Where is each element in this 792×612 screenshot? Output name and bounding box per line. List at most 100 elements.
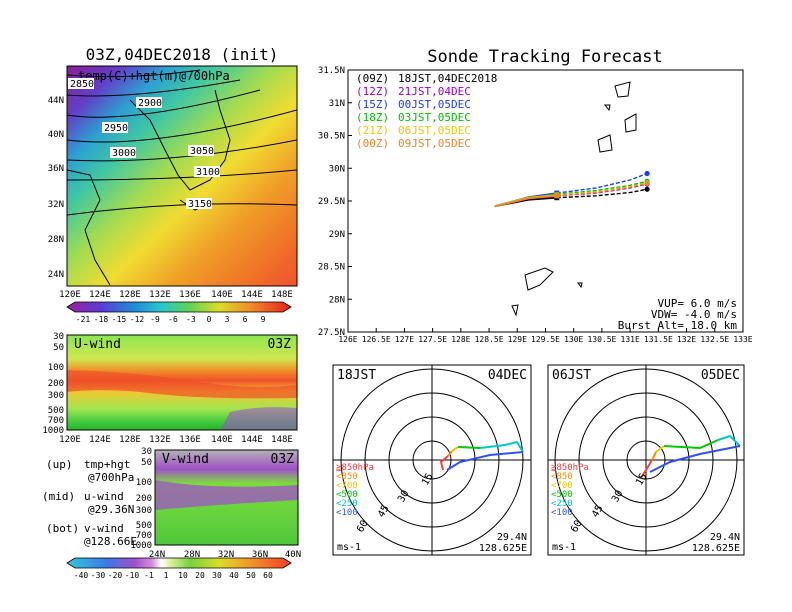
svg-text:50: 50 xyxy=(246,571,256,580)
svg-text:<500: <500 xyxy=(551,490,573,500)
svg-text:≧850hPa: ≧850hPa xyxy=(336,463,374,473)
launch-label: (00Z) xyxy=(356,137,389,150)
track-line-dashed xyxy=(556,172,648,194)
svg-text:30: 30 xyxy=(212,571,222,580)
launch-time: 21JST,04DEC xyxy=(398,85,471,98)
svg-text:100: 100 xyxy=(48,363,64,373)
svg-text:-20: -20 xyxy=(108,571,123,580)
x-tick-label: 128E xyxy=(451,335,470,344)
launch-time: 18JST,04DEC2018 xyxy=(398,72,497,85)
svg-text:140E: 140E xyxy=(211,435,233,445)
launch-time: 06JST,05DEC xyxy=(398,124,471,137)
launch-label: (18Z) xyxy=(356,111,389,124)
svg-text:<500: <500 xyxy=(336,490,358,500)
x-tick-label: 130.5E xyxy=(587,335,616,344)
landing-marker xyxy=(644,180,650,186)
x-tick-label: 129.5E xyxy=(531,335,560,344)
svg-text:30: 30 xyxy=(610,489,626,505)
map-title: 03Z,04DEC2018 (init) xyxy=(86,45,279,64)
svg-text:-3: -3 xyxy=(186,315,196,324)
contour-line xyxy=(67,79,241,97)
temp-colorbar: -21 -18 -15 -12 -9 -6 -3 0 3 6 9 xyxy=(66,301,292,324)
contour-line xyxy=(67,89,261,118)
uwind-title: U-wind xyxy=(74,337,121,352)
svg-text:36N: 36N xyxy=(48,164,64,174)
x-tick-label: 127.5E xyxy=(418,335,447,344)
svg-text:50: 50 xyxy=(53,343,64,353)
svg-text:24N: 24N xyxy=(48,270,64,280)
contour-labels: 2850 2900 2950 3000 3050 3100 3150 xyxy=(68,78,220,210)
svg-text:-12: -12 xyxy=(130,315,145,324)
contour-label: 2900 xyxy=(138,98,162,109)
contour-label: 3000 xyxy=(112,148,136,159)
landing-marker xyxy=(644,186,650,192)
svg-text:VDW= -4.0 m/s: VDW= -4.0 m/s xyxy=(651,308,737,321)
svg-text:1: 1 xyxy=(164,571,169,580)
track-xticks: 126E 126.5E 127E 127.5E 128E 128.5E 129E 129.5E… xyxy=(338,328,753,344)
vwind-panel: V-wind 03Z 30 50 100 200 300 500 700 100… xyxy=(130,447,301,560)
svg-text:140E: 140E xyxy=(211,290,233,300)
svg-text:40N: 40N xyxy=(48,130,64,140)
hodo-lat: 29.4N xyxy=(497,532,527,543)
svg-text:3: 3 xyxy=(225,315,230,324)
x-tick-label: 131E xyxy=(621,335,640,344)
temperature-map xyxy=(67,66,297,286)
svg-text:<700: <700 xyxy=(336,481,358,491)
hodo-lon: 128.625E xyxy=(692,543,740,554)
hodograph-trace xyxy=(640,434,741,479)
svg-text:50: 50 xyxy=(141,458,152,468)
svg-text:100: 100 xyxy=(136,478,152,488)
y-tick-label: 30.5N xyxy=(318,132,345,142)
launch-time: 03JST,05DEC xyxy=(398,111,471,124)
svg-text:<250: <250 xyxy=(336,499,358,509)
svg-text:-30: -30 xyxy=(91,571,106,580)
tracking-legend: (09Z) 18JST,04DEC2018 (12Z) 21JST,04DEC … xyxy=(356,72,497,150)
svg-text:60: 60 xyxy=(355,519,371,535)
svg-text:28N: 28N xyxy=(184,550,200,560)
svg-text:60: 60 xyxy=(263,571,273,580)
svg-text:1000: 1000 xyxy=(130,541,152,551)
vwind-title: V-wind xyxy=(162,452,209,467)
svg-text:500: 500 xyxy=(136,521,152,531)
svg-text:u-wind: u-wind xyxy=(84,490,124,503)
wind-colorbar: -40 -30 -20 -10 -1 1 10 20 30 40 50 60 xyxy=(66,557,292,580)
svg-text:300: 300 xyxy=(48,391,64,401)
svg-text:(bot): (bot) xyxy=(46,522,79,535)
svg-text:144E: 144E xyxy=(241,435,263,445)
contour-label: 3150 xyxy=(188,199,212,210)
svg-text:10: 10 xyxy=(178,571,188,580)
map-subtitle: temp(C)+hgt(m)@700hPa xyxy=(78,69,230,83)
track-line-dashed xyxy=(556,182,648,197)
tracking-params: VUP= 6.0 m/s VDW= -4.0 m/s Burst Alt= 18… xyxy=(618,297,738,332)
x-tick-label: 130E xyxy=(564,335,583,344)
x-tick-label: 133E xyxy=(733,335,752,344)
svg-text:700: 700 xyxy=(48,416,64,426)
uwind-panel: U-wind 03Z 30 50 100 200 300 500 700 100… xyxy=(42,332,298,445)
svg-text:132E: 132E xyxy=(149,290,171,300)
hodo-date: 04DEC xyxy=(488,368,527,383)
svg-text:40N: 40N xyxy=(285,550,301,560)
svg-text:500: 500 xyxy=(48,406,64,416)
track-yticks: 31.5N 31N 30.5N 30N 29.5N 29N 28.5N 28N 27.5N xyxy=(318,66,352,338)
svg-text:124E: 124E xyxy=(89,290,111,300)
svg-text:200: 200 xyxy=(48,379,64,389)
x-tick-label: 128.5E xyxy=(475,335,504,344)
svg-text:36N: 36N xyxy=(252,550,268,560)
svg-text:-9: -9 xyxy=(150,315,160,324)
hodo-date: 05DEC xyxy=(701,368,740,383)
svg-text:(mid): (mid) xyxy=(42,490,75,503)
hodograph-1: 18JST 04DEC 15 30 45 60 ≧850hPa <850 <70… xyxy=(332,364,532,556)
vwind-time: 03Z xyxy=(271,452,295,467)
contour-label: 3100 xyxy=(196,167,220,178)
svg-text:(up): (up) xyxy=(46,458,73,471)
y-tick-label: 30N xyxy=(329,164,345,174)
launch-label: (09Z) xyxy=(356,72,389,85)
svg-text:1000: 1000 xyxy=(42,426,64,436)
contour-line xyxy=(67,203,297,216)
hodo-time: 18JST xyxy=(337,368,376,383)
x-tick-label: 132.5E xyxy=(700,335,729,344)
launch-label: (21Z) xyxy=(356,124,389,137)
launch-time: 09JST,05DEC xyxy=(398,137,471,150)
y-tick-label: 28.5N xyxy=(318,263,345,273)
y-tick-label: 28N xyxy=(329,295,345,305)
